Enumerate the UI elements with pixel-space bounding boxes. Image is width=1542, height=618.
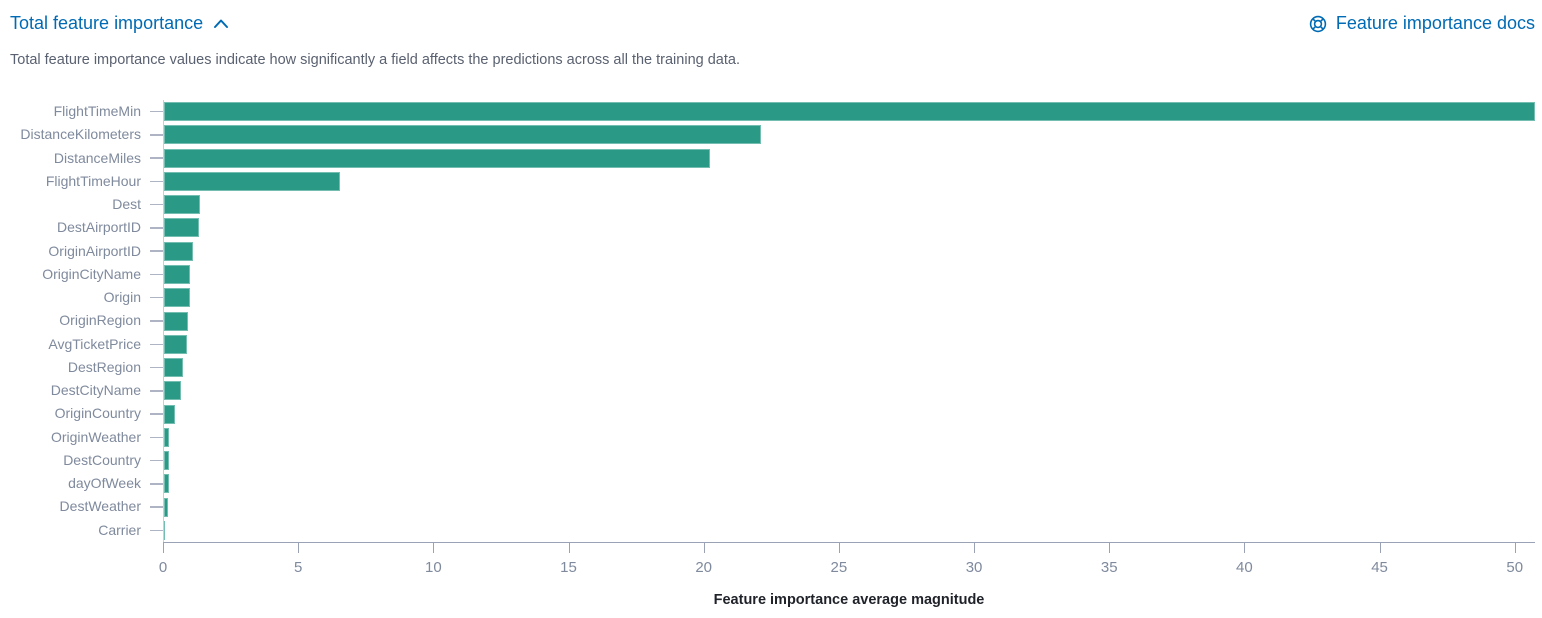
bar-DestCountry[interactable] [164, 451, 169, 471]
x-axis-tick-label: 25 [830, 559, 848, 576]
x-axis-tick-label: 0 [158, 559, 168, 576]
x-axis-line [163, 542, 1535, 543]
x-axis-tick-label: 10 [425, 559, 442, 576]
y-axis-tick [150, 273, 163, 276]
category-label: Dest [112, 196, 141, 213]
x-axis-tick [838, 543, 840, 553]
x-axis-tick-label: 50 [1506, 559, 1524, 576]
y-axis-tick [150, 250, 163, 252]
category-label: DestWeather [59, 498, 141, 515]
x-axis-tick [1109, 543, 1111, 553]
bar-DestRegion[interactable] [164, 358, 184, 378]
x-axis-tick [1514, 543, 1516, 553]
category-label: Carrier [98, 521, 141, 538]
bar-DestWeather[interactable] [164, 497, 169, 517]
bar-DistanceMiles[interactable] [164, 148, 711, 168]
category-label: DestRegion [67, 358, 141, 375]
x-axis-tick-label: 45 [1371, 559, 1388, 576]
category-label: OriginCountry [54, 405, 141, 422]
y-axis-line [163, 100, 164, 542]
bar-OriginRegion[interactable] [164, 311, 188, 331]
x-axis-tick-label: 40 [1236, 559, 1253, 576]
category-label: OriginWeather [50, 428, 141, 445]
y-axis-tick [150, 483, 163, 485]
feature-importance-docs-link[interactable]: Feature importance docs [1308, 13, 1535, 34]
x-axis-tick-label: 20 [695, 559, 713, 576]
x-axis-tick [703, 543, 705, 553]
section-toggle-total-feature-importance[interactable]: Total feature importance [10, 13, 229, 34]
y-axis-tick [150, 390, 163, 392]
x-axis-tick [568, 543, 570, 553]
category-label: FlightTimeMin [53, 103, 141, 119]
x-axis-tick-label: 5 [294, 559, 303, 576]
y-axis-tick [150, 506, 163, 508]
x-axis-tick-label: 35 [1100, 559, 1118, 576]
category-label: DistanceMiles [53, 149, 141, 166]
y-axis-tick [150, 529, 163, 532]
y-axis-tick [150, 436, 163, 439]
lifebuoy-icon [1308, 14, 1328, 34]
bar-DestAirportID[interactable] [164, 218, 200, 238]
bar-FlightTimeHour[interactable] [164, 171, 340, 191]
category-label: DestCityName [50, 382, 141, 399]
x-axis-tick [974, 543, 976, 553]
y-axis-tick [150, 366, 163, 369]
y-axis-tick [150, 320, 163, 322]
bar-OriginWeather[interactable] [164, 427, 170, 447]
chevron-up-icon [213, 18, 229, 29]
docs-link-label: Feature importance docs [1335, 13, 1535, 33]
bar-DistanceKilometers[interactable] [164, 125, 762, 145]
bar-DestCityName[interactable] [164, 381, 181, 401]
x-axis-title: Feature importance average magnitude [713, 592, 985, 608]
bar-AvgTicketPrice[interactable] [164, 334, 187, 354]
bar-Dest[interactable] [164, 195, 201, 215]
y-axis-tick [150, 110, 163, 113]
y-axis-tick [150, 459, 163, 462]
x-axis-tick [433, 543, 435, 553]
category-label: OriginAirportID [48, 242, 141, 259]
category-label: Origin [103, 289, 141, 306]
category-label: DistanceKilometers [20, 126, 141, 143]
category-label: AvgTicketPrice [48, 335, 141, 352]
y-axis-tick [150, 296, 163, 299]
bar-FlightTimeMin[interactable] [164, 102, 1535, 122]
bar-OriginCityName[interactable] [164, 264, 191, 284]
category-label: OriginCityName [42, 265, 141, 282]
y-axis-tick [150, 343, 163, 345]
bar-dayOfWeek[interactable] [164, 474, 169, 494]
bar-OriginCountry[interactable] [164, 404, 175, 424]
y-axis-tick [150, 413, 163, 415]
y-axis-tick [150, 227, 163, 229]
bar-Carrier[interactable] [164, 520, 165, 540]
section-title: Total feature importance [10, 13, 204, 33]
x-axis-tick [1244, 543, 1246, 553]
y-axis-tick [150, 157, 163, 159]
category-label: dayOfWeek [68, 475, 141, 492]
category-label: DestAirportID [56, 219, 141, 236]
x-axis-tick-label: 30 [965, 559, 983, 576]
x-axis-tick-label: 15 [560, 559, 577, 576]
y-axis-tick [150, 203, 163, 206]
category-label: DestCountry [63, 451, 141, 468]
category-label: OriginRegion [59, 312, 141, 329]
x-axis-tick [1379, 543, 1381, 553]
x-axis-tick [298, 543, 300, 553]
bar-Origin[interactable] [164, 288, 190, 308]
y-axis-tick [150, 180, 163, 183]
bar-OriginAirportID[interactable] [164, 241, 193, 261]
x-axis-tick [163, 543, 164, 553]
y-axis-tick [150, 134, 163, 136]
section-description: Total feature importance values indicate… [10, 52, 740, 68]
category-label: FlightTimeHour [45, 172, 141, 189]
